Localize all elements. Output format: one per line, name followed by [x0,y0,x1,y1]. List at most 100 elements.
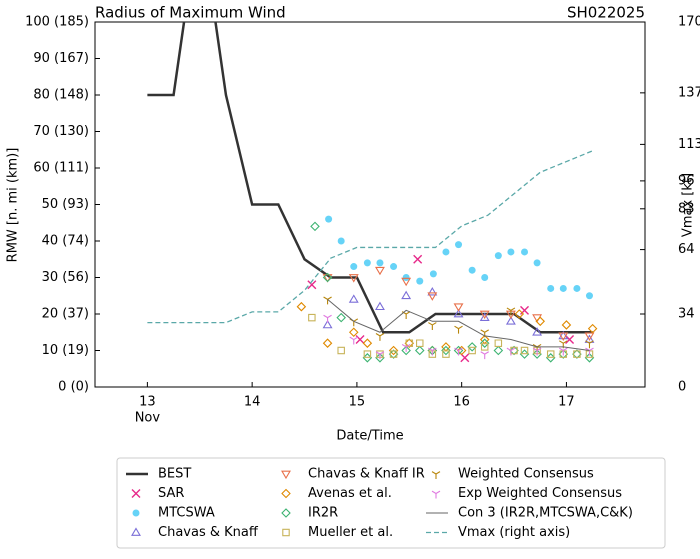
y-tick-label: 30 (56) [42,270,89,285]
legend-label: Chavas & Knaff [158,525,259,540]
marker [322,319,333,329]
y-tick-label: 20 (37) [42,307,89,322]
marker [428,322,437,330]
marker [323,296,332,305]
marker [363,259,371,267]
y-tick-label: 70 (130) [33,124,89,139]
plot-area [147,22,598,363]
marker [402,274,410,281]
marker [559,350,568,358]
marker [533,259,541,267]
x-tick-sublabel: Nov [135,411,161,426]
marker [337,346,345,355]
y-tick-label: 80 (148) [33,88,89,103]
marker [350,263,358,271]
marker [573,350,581,358]
marker [454,325,463,334]
marker [427,287,438,296]
legend-label: Vmax (right axis) [458,525,570,540]
marker [348,327,359,338]
marker [428,347,437,356]
marker [281,508,291,518]
marker [479,338,490,348]
marker [546,350,555,358]
marker [281,488,291,499]
marker [405,339,414,347]
chart-title: Radius of Maximum Wind [95,4,286,22]
marker [325,215,333,223]
y-tick-label: 50 (93) [42,197,89,212]
marker [376,259,384,267]
marker [507,248,515,256]
y2-axis-label: Vmax [kt] [681,173,696,237]
marker [584,332,595,341]
marker [535,316,546,327]
marker [494,339,503,347]
series-line [327,299,590,351]
marker [493,345,504,356]
marker [467,342,477,352]
marker [322,338,333,348]
marker [442,350,450,358]
x-tick-label: 14 [244,395,261,410]
marker [427,292,438,301]
marker [442,248,450,256]
marker [585,340,594,349]
marker [514,309,525,319]
marker [390,263,398,271]
marker [532,347,542,356]
y-tick-label: 90 (167) [33,51,89,66]
marker [374,266,385,276]
legend-label: Chavas & Knaff IR [308,467,425,482]
marker [585,350,594,358]
marker [281,470,291,480]
marker [416,339,424,347]
marker [376,350,384,358]
marker [585,292,593,300]
marker [558,330,569,340]
marker [480,351,489,360]
marker [506,307,516,316]
marker [547,284,555,292]
y2-tick-label: 83 [678,201,695,216]
marker [506,347,516,356]
marker [401,343,411,352]
legend-label: Con 3 (IR2R,MTCSWA,C&K) [458,506,633,521]
marker [565,335,575,345]
y-tick-label: 10 (19) [42,343,89,358]
marker [468,346,476,355]
marker [336,312,346,323]
marker [348,274,359,283]
marker [308,313,316,322]
y2-tick-label: 113 [678,137,700,152]
marker [401,290,412,300]
x-tick-label: 13 [139,395,156,410]
legend-label: Avenas et al. [308,486,392,501]
x-tick-label: 16 [453,395,470,410]
marker [480,343,489,351]
marker [561,320,572,330]
y-tick-label: 100 (185) [25,15,89,30]
legend-label: Mueller et al. [308,525,393,540]
marker [441,345,451,356]
y2-tick-label: 170 [678,15,700,30]
marker [479,310,490,320]
marker [505,316,516,325]
marker [521,248,529,256]
y2-tick-label: 96 [678,173,695,188]
marker [348,294,359,303]
marker [282,528,290,537]
marker [428,350,437,358]
y-tick-label: 60 (111) [33,161,89,176]
marker [337,237,345,245]
marker [349,336,359,345]
y2-tick-label: 64 [678,242,695,257]
marker [389,350,398,358]
legend-label: IR2R [308,506,338,521]
marker [587,323,598,334]
series-line [147,22,593,334]
x-tick-label: 15 [349,395,366,410]
y2-tick-label: 34 [678,307,695,322]
